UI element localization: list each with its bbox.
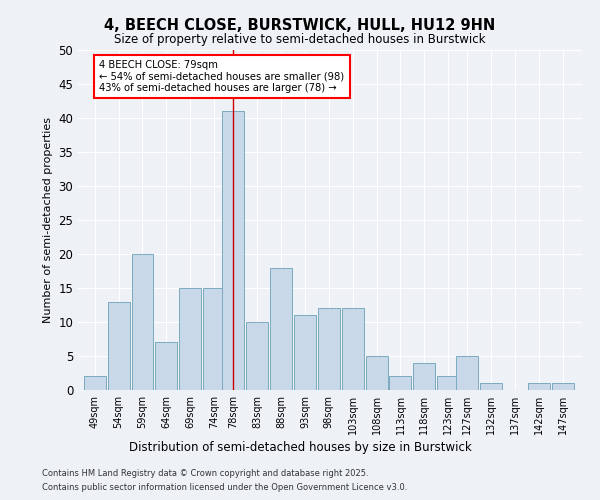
Bar [528,383,550,390]
Bar [480,383,502,390]
Y-axis label: Number of semi-detached properties: Number of semi-detached properties [43,117,53,323]
Bar [203,288,225,390]
Bar [179,288,201,390]
Bar [389,376,412,390]
Bar [437,376,459,390]
Text: 4 BEECH CLOSE: 79sqm
← 54% of semi-detached houses are smaller (98)
43% of semi-: 4 BEECH CLOSE: 79sqm ← 54% of semi-detac… [100,60,344,94]
Bar [457,356,478,390]
Text: Contains HM Land Registry data © Crown copyright and database right 2025.: Contains HM Land Registry data © Crown c… [42,468,368,477]
Bar [318,308,340,390]
Text: Contains public sector information licensed under the Open Government Licence v3: Contains public sector information licen… [42,484,407,492]
Bar [342,308,364,390]
Bar [552,383,574,390]
Bar [131,254,154,390]
Bar [107,302,130,390]
Bar [222,111,244,390]
Bar [155,342,178,390]
Bar [413,363,436,390]
Text: Distribution of semi-detached houses by size in Burstwick: Distribution of semi-detached houses by … [128,441,472,454]
Bar [246,322,268,390]
Bar [270,268,292,390]
Text: 4, BEECH CLOSE, BURSTWICK, HULL, HU12 9HN: 4, BEECH CLOSE, BURSTWICK, HULL, HU12 9H… [104,18,496,32]
Bar [365,356,388,390]
Bar [84,376,106,390]
Bar [294,315,316,390]
Text: Size of property relative to semi-detached houses in Burstwick: Size of property relative to semi-detach… [114,32,486,46]
